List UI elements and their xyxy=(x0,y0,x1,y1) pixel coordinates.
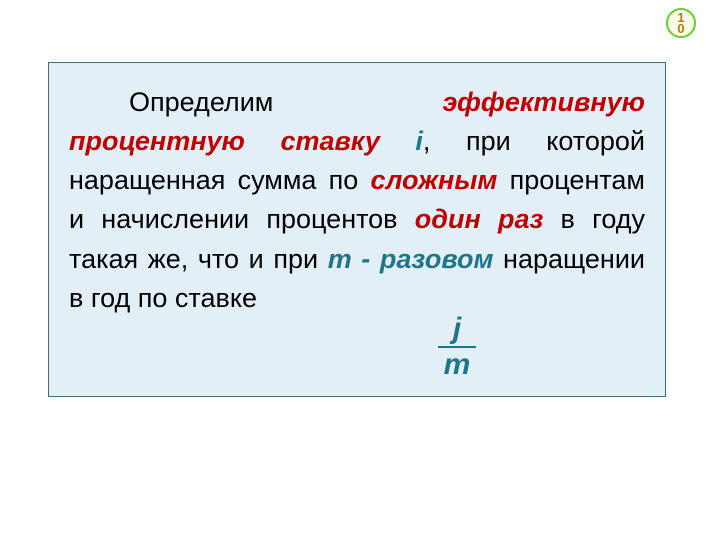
content-box: Определим эффективную процентную ставку … xyxy=(48,62,666,397)
main-paragraph: Определим эффективную процентную ставку … xyxy=(69,83,645,318)
page-number-badge: 1 0 xyxy=(666,8,696,38)
text-seg-9-m-times: m - разовом xyxy=(328,244,494,274)
text-seg-3-i-symbol: i xyxy=(415,126,423,156)
page-number-bottom: 0 xyxy=(677,23,684,34)
text-seg-7-once: один раз xyxy=(415,204,544,234)
fraction-numerator: j xyxy=(438,314,477,344)
fraction-wrap: j m xyxy=(69,314,645,380)
fraction-j-over-m: j m xyxy=(438,314,477,380)
text-seg-5-compound: сложным xyxy=(371,165,498,195)
fraction-denominator: m xyxy=(438,350,477,380)
text-seg-1: Определим xyxy=(129,87,443,117)
